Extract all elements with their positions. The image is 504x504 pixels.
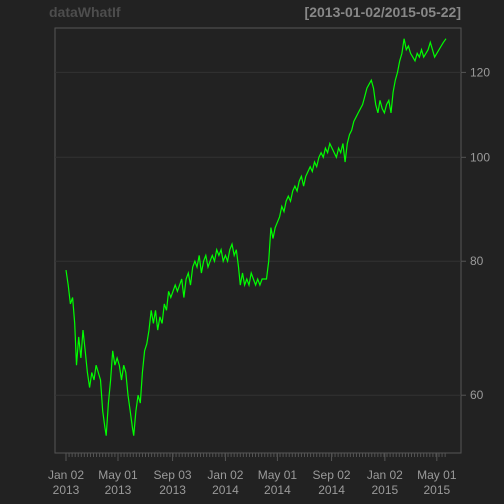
x-tick-label: May 01 <box>258 468 298 482</box>
x-tick-label: May 01 <box>98 468 138 482</box>
x-tick-label: Jan 02 <box>48 468 84 482</box>
x-tick-label: Sep 03 <box>154 468 192 482</box>
x-tick-label: Jan 02 <box>367 468 403 482</box>
x-tick-year-label: 2014 <box>212 483 239 497</box>
y-tick-label: 100 <box>470 150 490 164</box>
chart-title: dataWhatIf <box>49 4 121 20</box>
y-tick-label: 60 <box>470 388 484 402</box>
price-series-line <box>65 38 447 436</box>
x-tick-year-label: 2013 <box>53 483 80 497</box>
plot-frame <box>54 27 462 454</box>
y-tick-label: 120 <box>470 65 490 79</box>
x-tick-year-label: 2014 <box>264 483 291 497</box>
date-range-label: [2013-01-02/2015-05-22] <box>304 4 461 20</box>
x-tick-year-label: 2014 <box>318 483 345 497</box>
x-tick-label: Jan 02 <box>207 468 243 482</box>
x-tick-year-label: 2013 <box>105 483 132 497</box>
x-tick-label: Sep 02 <box>313 468 351 482</box>
x-tick-year-label: 2013 <box>159 483 186 497</box>
gridlines <box>55 71 461 396</box>
x-tick-year-label: 2015 <box>371 483 398 497</box>
y-tick-label: 80 <box>470 254 484 268</box>
x-tick-label: May 01 <box>417 468 457 482</box>
x-tick-year-label: 2015 <box>423 483 450 497</box>
